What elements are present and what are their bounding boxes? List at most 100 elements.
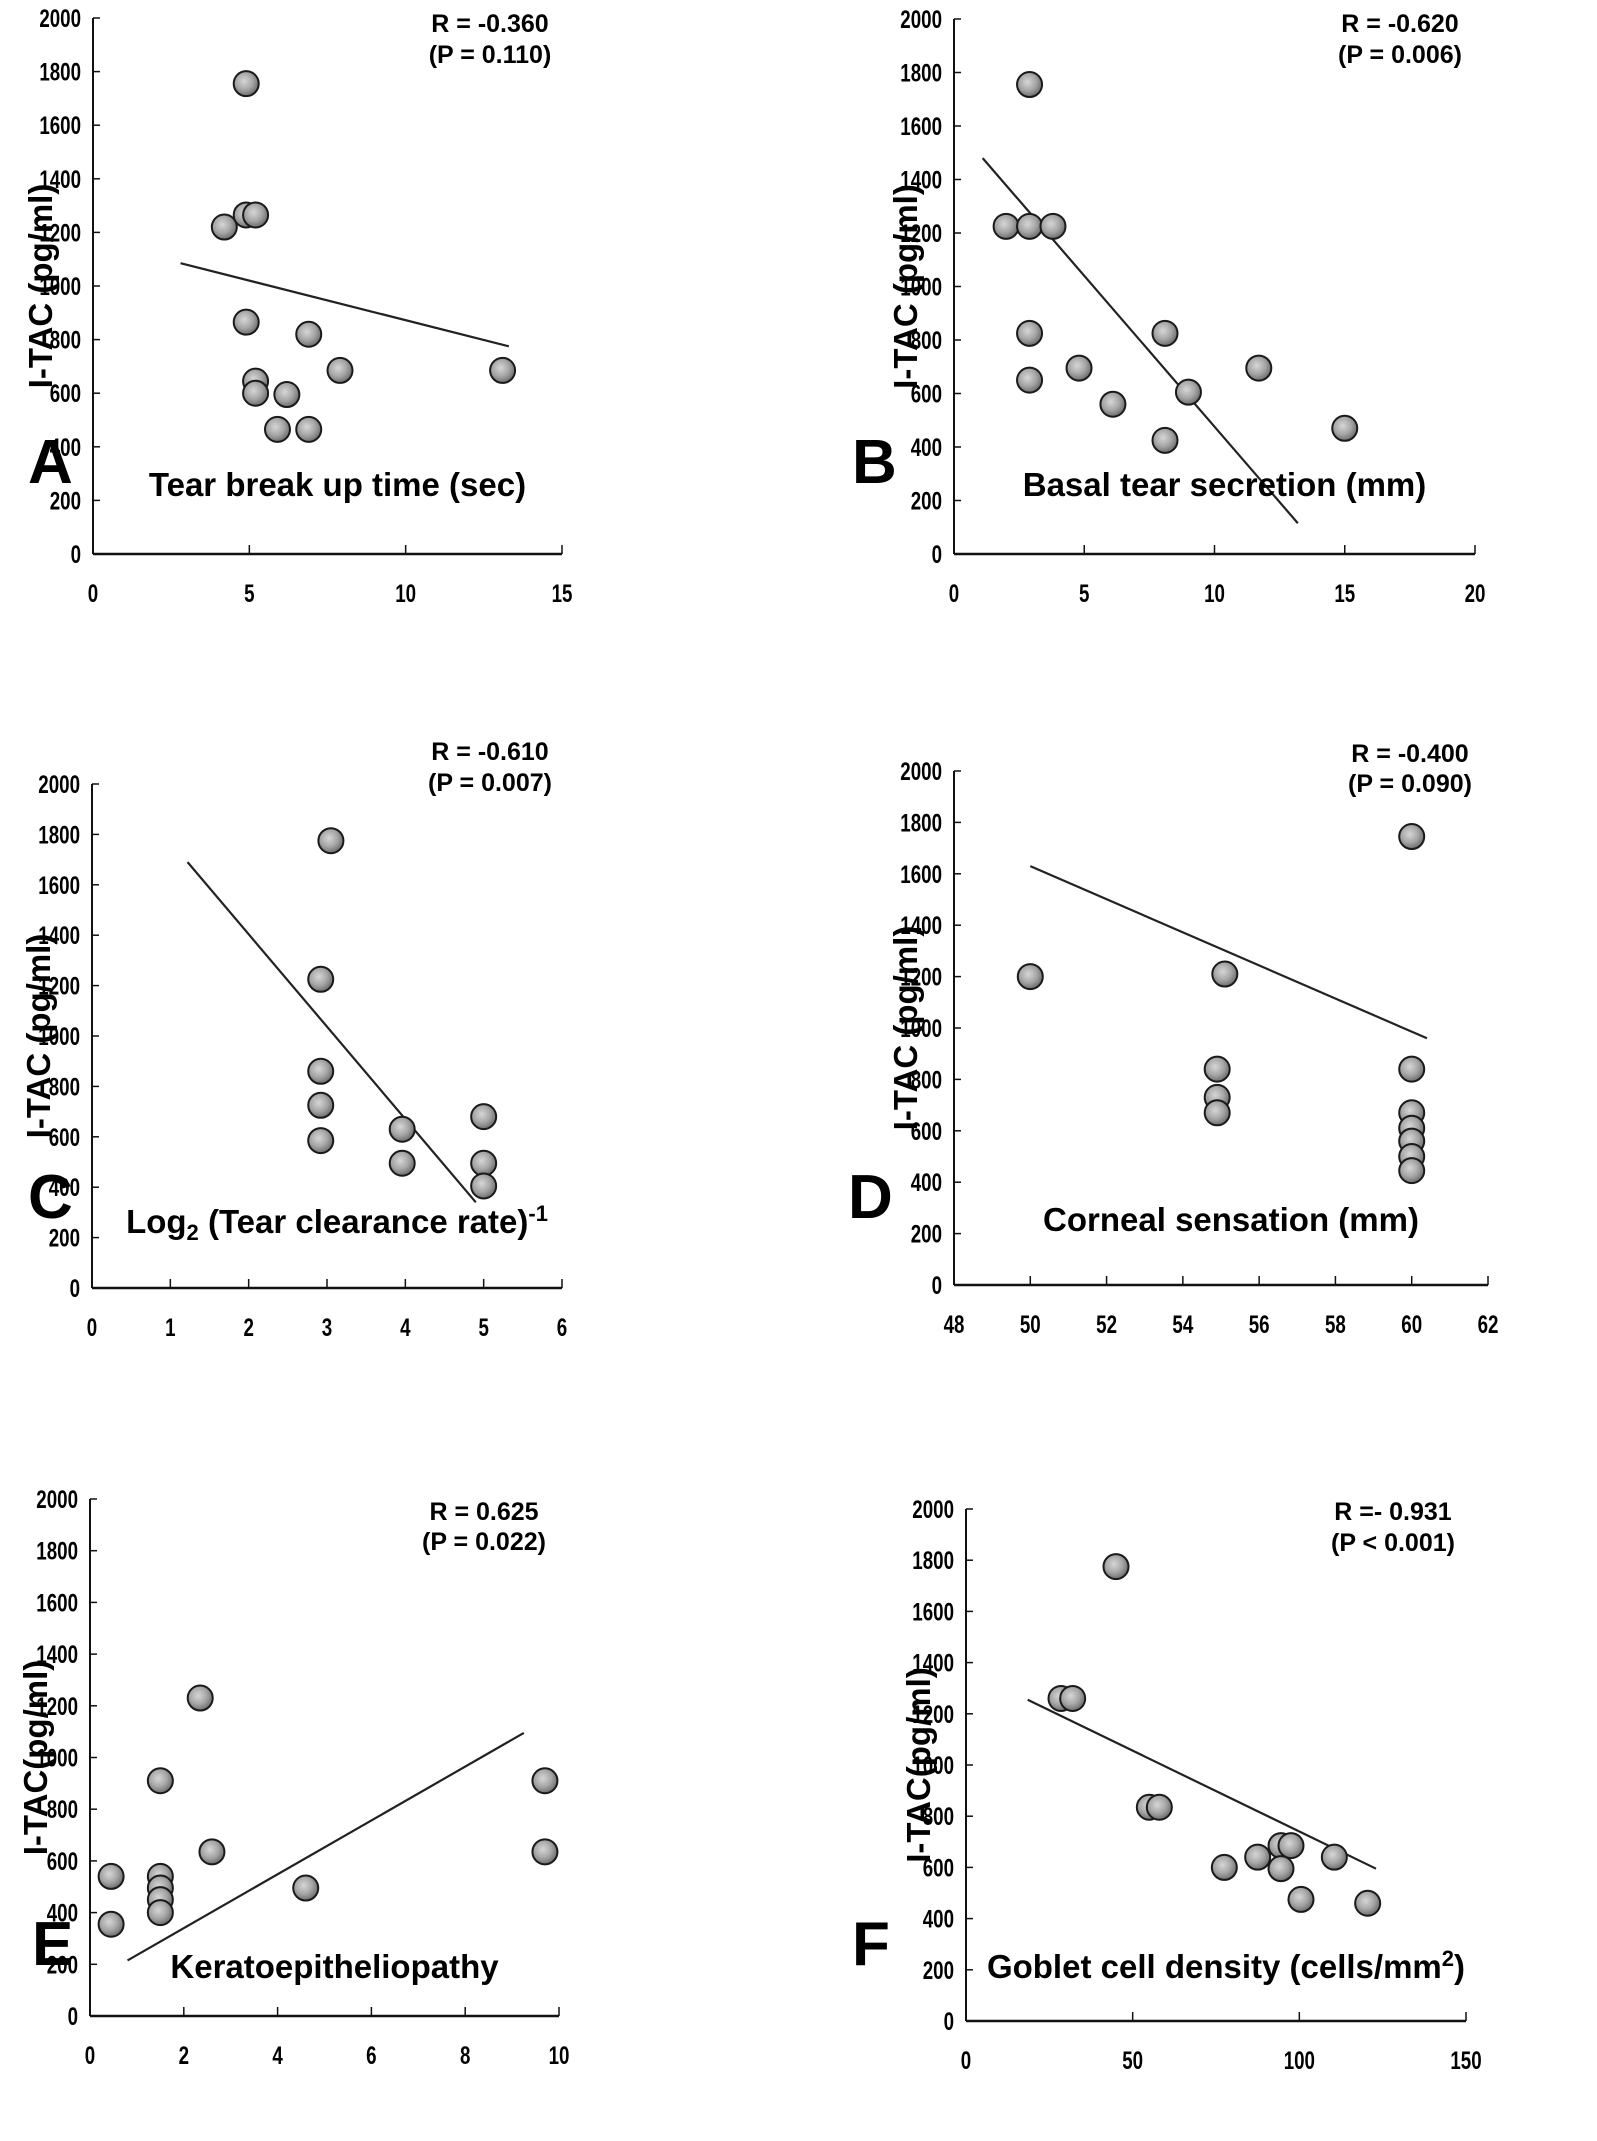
data-point (198, 1838, 226, 1866)
x-tick-label: 10 (395, 579, 416, 607)
y-tick-label: 1800 (36, 1537, 78, 1565)
x-tick-label: 4 (272, 2041, 283, 2069)
panel-b: 0 200 400 600 800 1000 1200 1400 1600 1800 2000 0 5 1… (852, 5, 1485, 607)
correlation-r: R = -0.360 (431, 10, 548, 38)
x-axis-title-main: Goblet cell density (cells/mm (987, 1948, 1442, 1985)
data-point (992, 212, 1020, 240)
data-point (1016, 71, 1044, 99)
y-tick-label: 800 (923, 1803, 954, 1831)
data-point (1244, 1843, 1272, 1871)
y-tick-label: 600 (911, 380, 942, 408)
y-axis-title: I-TAC (pg/ml) (887, 926, 924, 1131)
x-tick-label: 2 (179, 2041, 189, 2069)
data-point (186, 1684, 214, 1712)
y-tick-label: 800 (47, 1796, 78, 1824)
data-point (317, 827, 345, 855)
y-tick-label: 1800 (900, 59, 942, 87)
x-tick-label: 5 (478, 1313, 488, 1341)
y-tick-label: 200 (50, 487, 81, 515)
x-tick-label: 3 (322, 1313, 332, 1341)
y-tick-label: 1600 (912, 1598, 954, 1626)
y-axis-title: I-TAC(pg/ml) (17, 1660, 54, 1856)
data-point (1151, 426, 1179, 454)
panel-c: 0 200 400 600 800 1000 1200 1400 1600 1800 2000 0 1 2… (20, 738, 567, 1342)
x-tick-label: 8 (460, 2041, 470, 2069)
data-point (146, 1767, 174, 1795)
x-tick-label: 6 (557, 1313, 567, 1341)
y-tick-label: 600 (923, 1854, 954, 1882)
data-point (1016, 319, 1044, 347)
y-tick-label: 1200 (38, 972, 80, 1000)
x-tick-label: 58 (1325, 1310, 1346, 1338)
regression-line (126, 1731, 525, 1962)
x-tick-label: 50 (1020, 1310, 1041, 1338)
data-point (1398, 1055, 1426, 1083)
x-axis-title-subscript: 2 (187, 1220, 199, 1245)
panel-letter: A (28, 428, 73, 497)
y-tick-label: 2000 (38, 770, 80, 798)
correlation-r: R = 0.625 (429, 1498, 538, 1526)
y-tick-label: 0 (932, 1271, 942, 1299)
p-value: (P = 0.110) (429, 41, 552, 69)
y-tick-label: 200 (911, 1220, 942, 1248)
y-tick-label: 1400 (36, 1640, 78, 1668)
x-tick-label: 0 (87, 1313, 97, 1341)
data-point (210, 213, 238, 241)
y-tick-label: 1800 (900, 809, 942, 837)
x-tick-label: 56 (1249, 1310, 1270, 1338)
data-point (1211, 960, 1239, 988)
regression-line (186, 861, 477, 1204)
x-tick-label: 0 (88, 579, 98, 607)
x-tick-label: 15 (1334, 579, 1355, 607)
regression-line (1027, 1698, 1377, 1870)
y-tick-label: 1000 (900, 1014, 942, 1042)
panel-letter: F (852, 1910, 890, 1979)
x-axis-title: Goblet cell density (cells/mm2) (987, 1946, 1465, 1985)
data-point (307, 1057, 335, 1085)
y-tick-label: 1200 (900, 219, 942, 247)
x-tick-label: 10 (549, 2041, 570, 2069)
x-tick-label: 15 (552, 579, 573, 607)
y-tick-label: 1600 (39, 112, 81, 140)
y-axis-title: I-TAC (pg/ml) (22, 184, 59, 389)
data-point (97, 1862, 125, 1890)
data-point (295, 320, 323, 348)
data-point (295, 415, 323, 443)
y-tick-label: 400 (911, 1169, 942, 1197)
x-tick-label: 10 (1204, 579, 1225, 607)
y-tick-label: 1000 (900, 273, 942, 301)
data-point (1174, 378, 1202, 406)
data-point (1398, 1157, 1426, 1185)
y-tick-label: 0 (944, 2007, 954, 2035)
data-point (242, 201, 270, 229)
data-point (263, 415, 291, 443)
x-tick-label: 6 (366, 2041, 376, 2069)
data-point (307, 965, 335, 993)
y-tick-label: 400 (923, 1905, 954, 1933)
y-tick-label: 0 (70, 1274, 80, 1302)
y-axis-title: I-TAC(pg/ml) (900, 1667, 937, 1863)
y-tick-label: 2000 (912, 1495, 954, 1523)
y-tick-label: 1600 (900, 112, 942, 140)
data-point (146, 1899, 174, 1927)
y-tick-label: 400 (49, 1174, 80, 1202)
data-point (531, 1767, 559, 1795)
x-tick-label: 2 (243, 1313, 253, 1341)
x-tick-label: 48 (944, 1310, 965, 1338)
regression-line (1029, 865, 1428, 1040)
y-tick-label: 1400 (912, 1649, 954, 1677)
p-value: (P = 0.090) (1348, 770, 1472, 798)
y-tick-label: 600 (911, 1117, 942, 1145)
y-tick-label: 1600 (900, 860, 942, 888)
x-axis-title-superscript: -1 (528, 1201, 548, 1226)
data-point (531, 1838, 559, 1866)
panel-a: 0 200 400 600 800 1000 1200 1400 1600 1800 2000 0 5 1… (22, 4, 572, 607)
x-tick-label: 5 (244, 579, 254, 607)
y-tick-label: 1400 (900, 912, 942, 940)
data-point (1016, 963, 1044, 991)
y-tick-label: 400 (47, 1899, 78, 1927)
y-tick-label: 200 (47, 1951, 78, 1979)
x-tick-label: 150 (1450, 2046, 1481, 2074)
p-value: (P = 0.022) (422, 1528, 546, 1556)
x-tick-label: 20 (1465, 579, 1486, 607)
